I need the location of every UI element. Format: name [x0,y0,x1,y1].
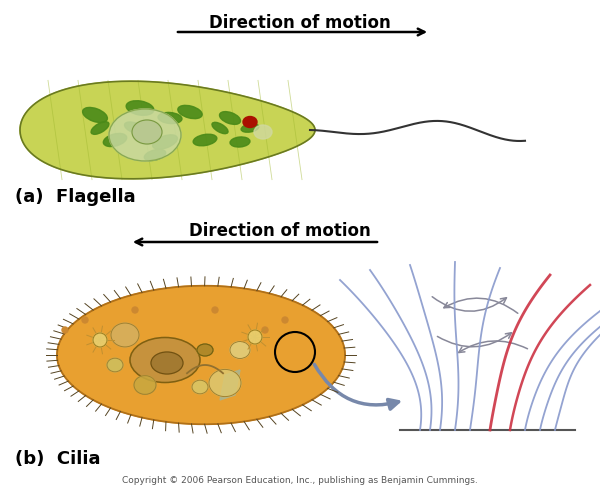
Text: Direction of motion: Direction of motion [189,222,371,240]
Text: Direction of motion: Direction of motion [209,14,391,32]
Ellipse shape [158,112,182,124]
Ellipse shape [192,380,208,394]
Ellipse shape [209,369,241,397]
Circle shape [62,327,68,333]
Ellipse shape [230,342,250,358]
Ellipse shape [103,134,127,147]
Circle shape [82,317,88,323]
Ellipse shape [107,358,123,372]
Ellipse shape [91,122,109,135]
Ellipse shape [151,352,183,374]
Ellipse shape [243,116,257,128]
Text: (b)  Cilia: (b) Cilia [15,450,101,468]
Text: (a)  Flagella: (a) Flagella [15,188,136,206]
Ellipse shape [109,109,181,161]
Polygon shape [57,286,345,424]
Ellipse shape [132,120,162,144]
Ellipse shape [197,344,213,356]
Ellipse shape [241,124,259,132]
Polygon shape [20,81,315,179]
Text: Copyright © 2006 Pearson Education, Inc., publishing as Benjamin Cummings.: Copyright © 2006 Pearson Education, Inc.… [122,476,478,485]
Ellipse shape [126,101,154,115]
Ellipse shape [144,149,166,161]
Circle shape [282,317,288,323]
Polygon shape [220,370,240,400]
Circle shape [132,307,138,313]
Ellipse shape [111,323,139,347]
Ellipse shape [125,122,145,134]
Ellipse shape [230,137,250,147]
Ellipse shape [83,108,107,123]
Ellipse shape [193,134,217,146]
Ellipse shape [178,106,202,119]
Circle shape [93,333,107,347]
Ellipse shape [254,125,272,139]
Circle shape [212,307,218,313]
Ellipse shape [134,376,156,394]
Ellipse shape [212,122,228,134]
Circle shape [248,330,262,344]
Ellipse shape [130,337,200,382]
Ellipse shape [152,135,178,149]
Circle shape [262,327,268,333]
Ellipse shape [220,111,241,124]
